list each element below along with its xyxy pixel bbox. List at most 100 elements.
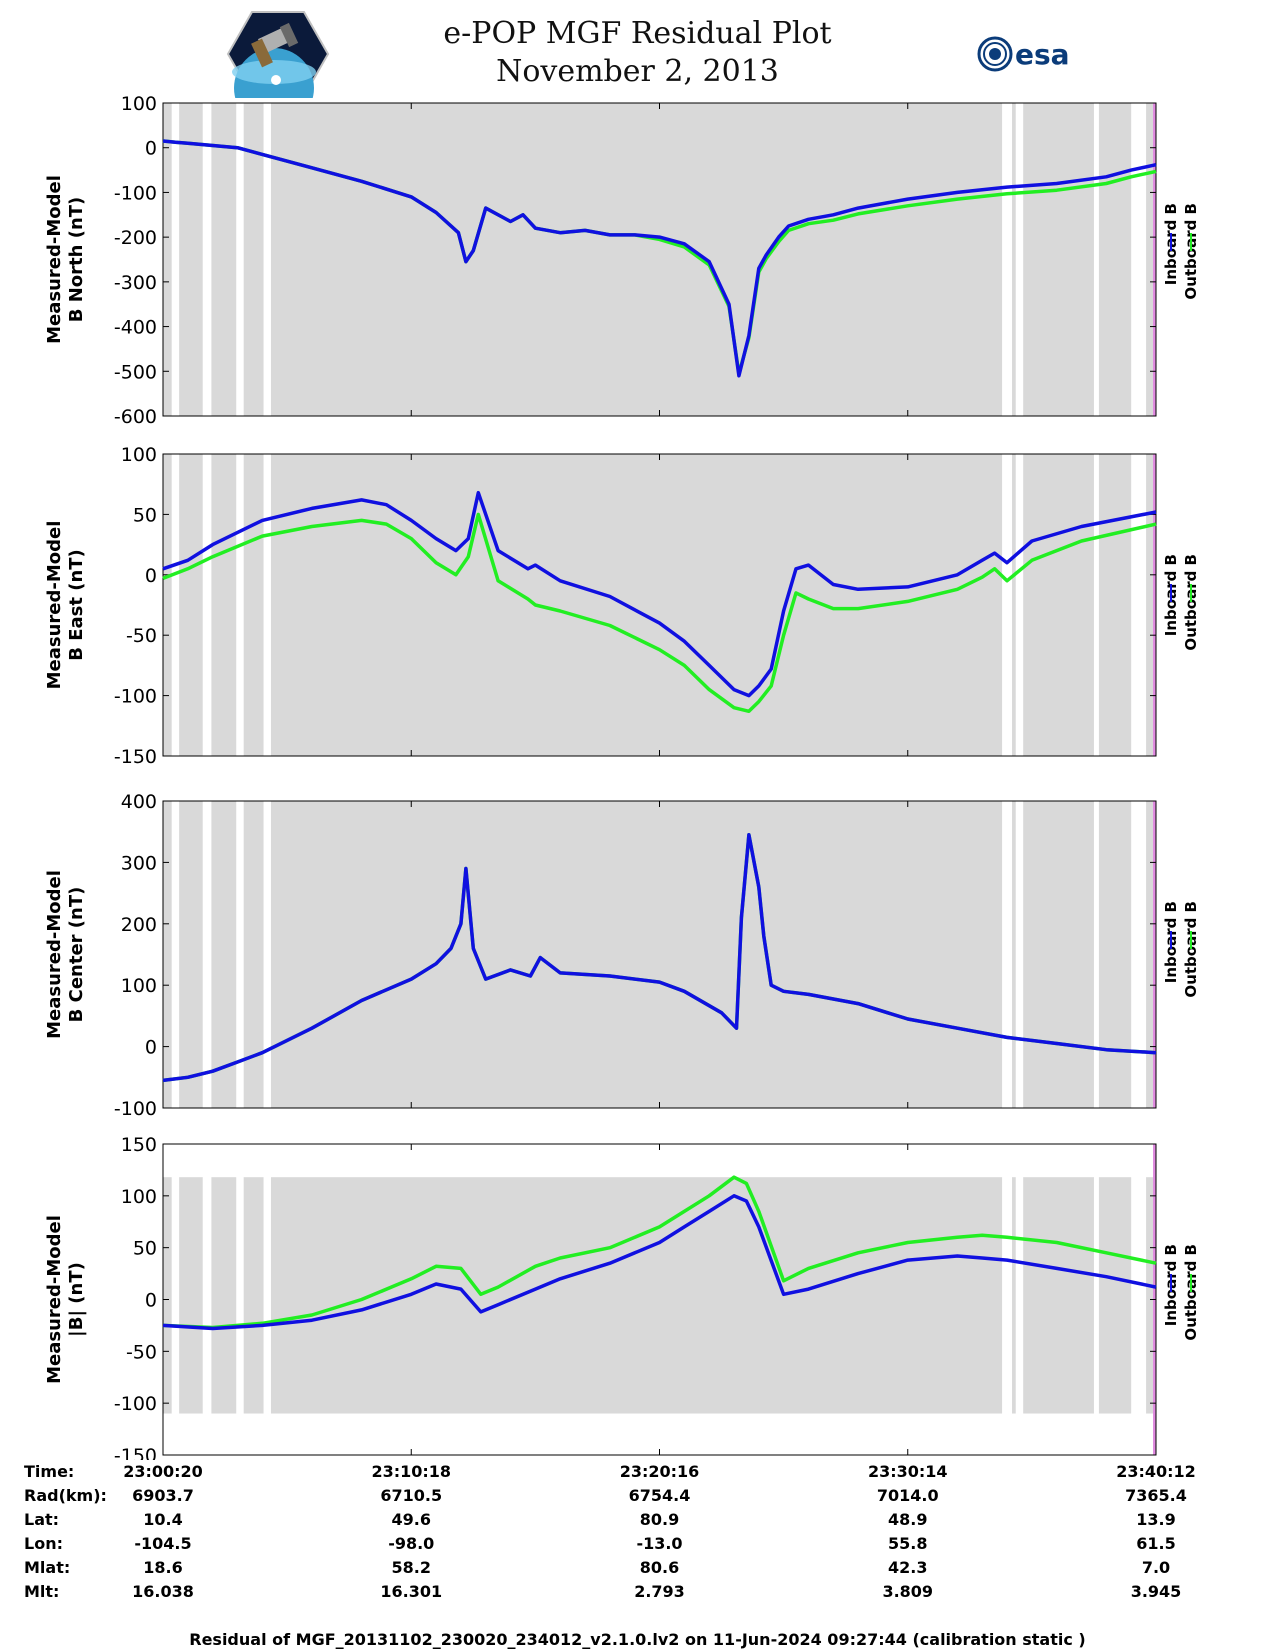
orbit-info-label: Lat: — [24, 1510, 60, 1529]
orbit-info-value: 7014.0 — [876, 1486, 939, 1505]
orbit-info-value: 7.0 — [1141, 1558, 1171, 1577]
y-tick-label-center: -100 — [114, 1098, 157, 1120]
orbit-info-value: -104.5 — [134, 1534, 192, 1553]
y-tick-label-center: 0 — [145, 1037, 157, 1059]
orbit-info-value: 6754.4 — [628, 1486, 691, 1505]
shade-band-east — [179, 454, 203, 756]
shade-band-north — [1098, 103, 1132, 416]
y-axis-label2-north: B North (nT) — [66, 197, 87, 323]
y-tick-label-north: -300 — [114, 272, 157, 294]
shade-band-total — [211, 1177, 237, 1414]
y-tick-label-total: -150 — [114, 1445, 157, 1460]
series-line-inboard-east — [162, 490, 1157, 698]
shade-band-north — [211, 103, 237, 416]
shade-band-north — [1012, 103, 1016, 416]
y-tick-label-east: -100 — [114, 686, 157, 708]
orbit-info-value: 55.8 — [888, 1534, 928, 1553]
orbit-info-label: Time: — [24, 1462, 75, 1481]
shade-band-total — [1012, 1177, 1016, 1414]
orbit-info-value: 3.809 — [882, 1582, 934, 1601]
shade-band-center — [1023, 801, 1094, 1108]
orbit-info-label: Mlat: — [24, 1558, 71, 1577]
shade-band-east — [1146, 454, 1156, 756]
y-tick-label-total: 150 — [121, 1134, 157, 1156]
orbit-info-value: 13.9 — [1136, 1510, 1176, 1529]
shade-band-total — [1098, 1177, 1132, 1414]
orbit-info-value: 7365.4 — [1125, 1486, 1187, 1505]
orbit-info-table: Time: 23:00:20 23:10:18 23:20:16 23:30:14 23:… — [0, 1462, 1275, 1622]
shade-band-center — [1098, 801, 1132, 1108]
residual-charts: 1000-100-200-300-400-500-600Measured-Mod… — [44, 93, 1200, 1460]
orbit-info-row: Lat: 10.4 49.6 80.9 48.9 13.9 — [0, 1510, 1275, 1534]
legend-label-outboard-north: Outboard B — [1182, 203, 1200, 300]
edge-marker-north — [1153, 103, 1156, 416]
shade-band-north — [163, 103, 172, 416]
shade-band-north — [1023, 103, 1094, 416]
orbit-info-value: 3.945 — [1130, 1582, 1182, 1601]
y-tick-label-north: -600 — [114, 406, 157, 428]
shade-band-east — [163, 454, 172, 756]
y-tick-label-east: 100 — [121, 444, 157, 466]
orbit-info-row: Mlt: 16.038 16.301 2.793 3.809 3.945 — [0, 1582, 1275, 1606]
shade-band-east — [1098, 454, 1132, 756]
shade-band-total — [1023, 1177, 1094, 1414]
orbit-info-row: Rad(km): 6903.7 6710.5 6754.4 7014.0 7365.4 — [0, 1486, 1275, 1510]
plot-title: e-POP MGF Residual Plot — [443, 16, 832, 51]
y-axis-label2-east: B East (nT) — [66, 549, 87, 661]
shade-band-east — [243, 454, 264, 756]
orbit-info-row: Time: 23:00:20 23:10:18 23:20:16 23:30:14 23:… — [0, 1462, 1275, 1486]
y-axis-label2-total: |B| (nT) — [66, 1262, 87, 1337]
y-tick-label-north: -200 — [114, 227, 157, 249]
shade-band-total — [1146, 1177, 1156, 1414]
shade-band-center — [1012, 801, 1016, 1108]
plot-date: November 2, 2013 — [496, 54, 779, 89]
orbit-info-value: 42.3 — [888, 1558, 928, 1577]
shade-band-north — [243, 103, 264, 416]
shade-band-north — [179, 103, 203, 416]
y-tick-label-north: 100 — [121, 93, 157, 115]
orbit-info-value: 23:40:12 — [1116, 1462, 1196, 1481]
y-tick-label-center: 300 — [121, 852, 157, 874]
series-line-inboard-total — [162, 1194, 1157, 1331]
shade-band-total — [163, 1177, 172, 1414]
y-axis-label2-center: B Center (nT) — [66, 887, 87, 1023]
orbit-info-value: 49.6 — [391, 1510, 431, 1529]
orbit-info-value: 16.301 — [380, 1582, 443, 1601]
legend-label-outboard-center: Outboard B — [1182, 901, 1200, 998]
legend-label-outboard-east: Outboard B — [1182, 554, 1200, 651]
orbit-info-value: 23:20:16 — [619, 1462, 700, 1481]
orbit-info-value: 6903.7 — [132, 1486, 194, 1505]
orbit-info-value: 10.4 — [143, 1510, 183, 1529]
orbit-info-label: Rad(km): — [24, 1486, 107, 1505]
orbit-info-value: 80.6 — [639, 1558, 680, 1577]
esa-logo-icon: esa — [977, 36, 1070, 72]
y-axis-label-center: Measured-Model — [44, 870, 65, 1039]
y-tick-label-east: 0 — [145, 565, 157, 587]
y-tick-label-north: -100 — [114, 182, 157, 204]
orbit-info-value: 61.5 — [1136, 1534, 1176, 1553]
series-line-outboard-total — [162, 1175, 1157, 1330]
y-tick-label-total: 50 — [133, 1238, 157, 1260]
cassiope-logo-icon — [226, 11, 330, 98]
y-tick-label-north: -500 — [114, 361, 157, 383]
shade-band-north — [270, 103, 1003, 416]
shade-band-total — [179, 1177, 203, 1414]
y-tick-label-east: 50 — [133, 504, 157, 526]
y-axis-label-total: Measured-Model — [44, 1215, 65, 1384]
footer-caption: Residual of MGF_20131102_230020_234012_v… — [189, 1630, 1086, 1649]
shade-band-center — [1146, 801, 1156, 1108]
shade-band-center — [211, 801, 237, 1108]
y-tick-label-total: -50 — [126, 1341, 157, 1363]
orbit-info-row: Mlat: 18.6 58.2 80.6 42.3 7.0 — [0, 1558, 1275, 1582]
orbit-info-value: 80.9 — [639, 1510, 680, 1529]
shade-band-north — [1146, 103, 1156, 416]
orbit-info-row: Lon: -104.5 -98.0 -13.0 55.8 61.5 — [0, 1534, 1275, 1558]
series-line-inboard-center — [162, 833, 1157, 1083]
shade-band-total — [270, 1177, 1003, 1414]
y-tick-label-north: 0 — [145, 138, 157, 160]
shade-band-center — [243, 801, 264, 1108]
y-tick-label-total: 0 — [145, 1290, 157, 1312]
orbit-info-value: 16.038 — [132, 1582, 194, 1601]
shade-band-east — [211, 454, 237, 756]
series-line-inboard-north — [162, 139, 1157, 378]
